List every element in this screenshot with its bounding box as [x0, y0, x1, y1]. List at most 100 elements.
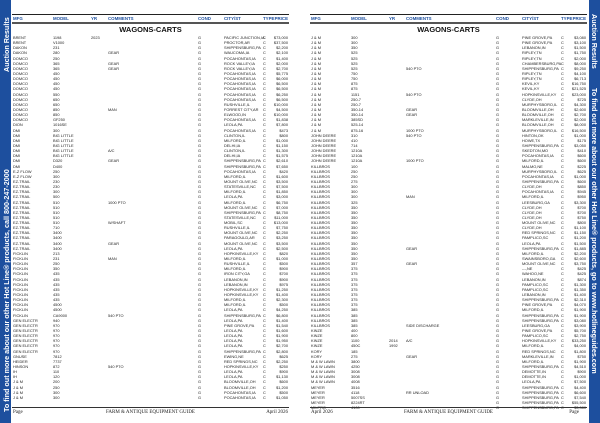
cell-cond: G [496, 261, 500, 267]
cell-model: BIG LITTLE [53, 148, 74, 154]
table-row: KILLBROS 350 G MILFORD,IL C $2,200 [310, 251, 587, 256]
cell-city: POCAHONTAS,IA [522, 189, 554, 195]
cell-city: HOPKINSVILLE,KY [522, 91, 557, 97]
cell-mfg: GEN ELECTR [13, 343, 38, 349]
cell-type: C [561, 178, 564, 184]
cell-cond: G [496, 343, 500, 349]
cell-city: PACIFIC JUNCTION,IA [224, 35, 265, 40]
cell-city: MILFORD,IL [522, 343, 544, 349]
cell-type: C [263, 302, 266, 308]
cell-city: SHIPPENSBURG,PA [522, 317, 559, 323]
cell-cond: G [496, 364, 500, 369]
cell-city: HOPKINSVILLE,KY [224, 292, 259, 298]
cell-type: C [561, 220, 564, 226]
cell-price: $1,400 [276, 292, 288, 298]
cell-cond: G [496, 153, 500, 159]
cell-type: C [561, 209, 564, 215]
cell-mfg: J & M [311, 112, 321, 118]
cell-cond: G [496, 348, 500, 354]
cell-cond: G [496, 76, 500, 82]
cell-model: 385 [351, 317, 358, 323]
cell-model: 185 [351, 348, 358, 354]
cell-model: 375 [351, 302, 358, 308]
cell-model: 213 [53, 250, 60, 256]
table-row: GEN ELECTR 970 G PINE GROVE,PA C $1,540 [12, 323, 289, 328]
cell-cond: G [198, 132, 202, 138]
cell-price: $425 [577, 266, 586, 272]
table-row: GEN ELECTR 970 G SHIPPENSBURG,PA C $2,800 [12, 349, 289, 354]
cell-type: C [561, 168, 564, 174]
cell-type: C [263, 81, 266, 87]
cell-mfg: KILLBROS [311, 297, 331, 303]
issue-date: April 2026 [311, 410, 333, 415]
table-row: J & M 300 G POCAHONTAS,IA C $500 [12, 390, 289, 395]
cell-model: 1100 [351, 338, 360, 344]
cell-city: MILFORD,IL [224, 199, 246, 205]
table-row: EZ-TRAIL 510 G MOUNT OLIVE,NC C $7,000 [12, 205, 289, 210]
cell-mfg: KILLBROS [311, 286, 331, 292]
cell-price: $13,000 [273, 220, 288, 226]
cell-cond: G [496, 178, 500, 184]
cell-cond: G [496, 199, 500, 205]
cell-city: SHIPPENSBURG,PA [522, 297, 559, 303]
cell-price: $1,500 [574, 45, 586, 51]
cell-price: $975 [279, 281, 288, 287]
cell-cond: G [496, 399, 500, 405]
cell-model: 714 [351, 142, 358, 148]
table-row: FICKLIN 250 G RUSHVILLE,IL C $500 [12, 261, 289, 266]
cell-price: $7,540 [574, 394, 586, 400]
cell-cond: G [496, 86, 500, 92]
cell-price: $1,350 [574, 286, 586, 292]
cell-city: RIPLEY,TN [522, 55, 542, 61]
cell-model: 750 [351, 76, 358, 82]
cell-city: RUSHVILLE,IL [224, 261, 250, 267]
cell-cond: G [198, 178, 202, 184]
cell-cond: G [198, 153, 202, 159]
results-table: BRENT 1198 2023 G PACIFIC JUNCTION,IA C $73,00… [12, 35, 289, 400]
cell-city: RUSHVILLE,IL [224, 225, 250, 231]
cell-model: 385 [351, 322, 358, 328]
cell-cond: G [496, 281, 500, 287]
cell-city: SHIPPENSBURG,PA [522, 178, 559, 184]
table-row: E-Z FLOW 300 G MILFORD,IL C $1,600 [12, 174, 289, 179]
cell-cond: G [496, 132, 500, 138]
cell-city: MURPHYSBORO,IL [522, 127, 558, 133]
cell-cond: G [496, 127, 500, 133]
cell-model: 1151 [351, 91, 360, 97]
cell-model: 3400 [53, 230, 62, 236]
cell-cond: G [198, 312, 202, 318]
table-row: J & M 525 G RIPLEY,TN C $1,750 [310, 50, 587, 55]
cell-price: $950 [577, 194, 586, 200]
table-row: KILLBROS 375 G WAHOO,NE C $425 [310, 271, 587, 276]
cell-cond: G [198, 302, 202, 308]
table-row: E-Z FLOW 250 G POCAHONTAS,IA C $420 [12, 169, 289, 174]
cell-comments: SIDE DISCHARGE [406, 322, 440, 328]
cell-mfg: IH [13, 374, 17, 380]
cell-city: RED SPRINGS,NC [522, 230, 556, 236]
cell-cond: G [496, 70, 500, 76]
cell-city: LEOLA,PA [224, 374, 243, 380]
cell-cond: G [496, 194, 500, 200]
cell-type: C [263, 235, 266, 241]
cell-mfg: DOMCO [13, 117, 28, 123]
table-row: FICKLIN 231 MAN G MILFORD,IL C $1,000 [12, 256, 289, 261]
cell-type: C [263, 96, 266, 102]
table-row: M & W LAWN 4008 G LEOLA,PA C $7,500 [310, 379, 587, 384]
cell-cond: G [496, 45, 500, 51]
table-row: EZ-TRAIL 710 G RUSHVILLE,IL C $7,750 [12, 225, 289, 230]
cell-mfg: FICKLIN [13, 250, 28, 256]
cell-type: C [263, 292, 266, 298]
cell-price: $1,900 [574, 358, 586, 364]
cell-mfg: FICKLIN [13, 261, 28, 267]
page-label: Page [569, 410, 579, 415]
column-header-cond: COND [496, 16, 509, 21]
table-row: DMI BIG LITTLE G CLINTON,IL C $800 [12, 133, 289, 138]
column-header-yr: YR [389, 16, 396, 21]
cell-model: 3400 [53, 240, 62, 246]
cell-mfg: FICKLIN [13, 292, 28, 298]
cell-type: C [263, 189, 266, 195]
cell-cond: G [198, 358, 202, 364]
cell-city: MILFORD,IL [224, 189, 246, 195]
cell-model: 375 [351, 271, 358, 277]
cell-city: LEBANON,IN [522, 276, 546, 282]
